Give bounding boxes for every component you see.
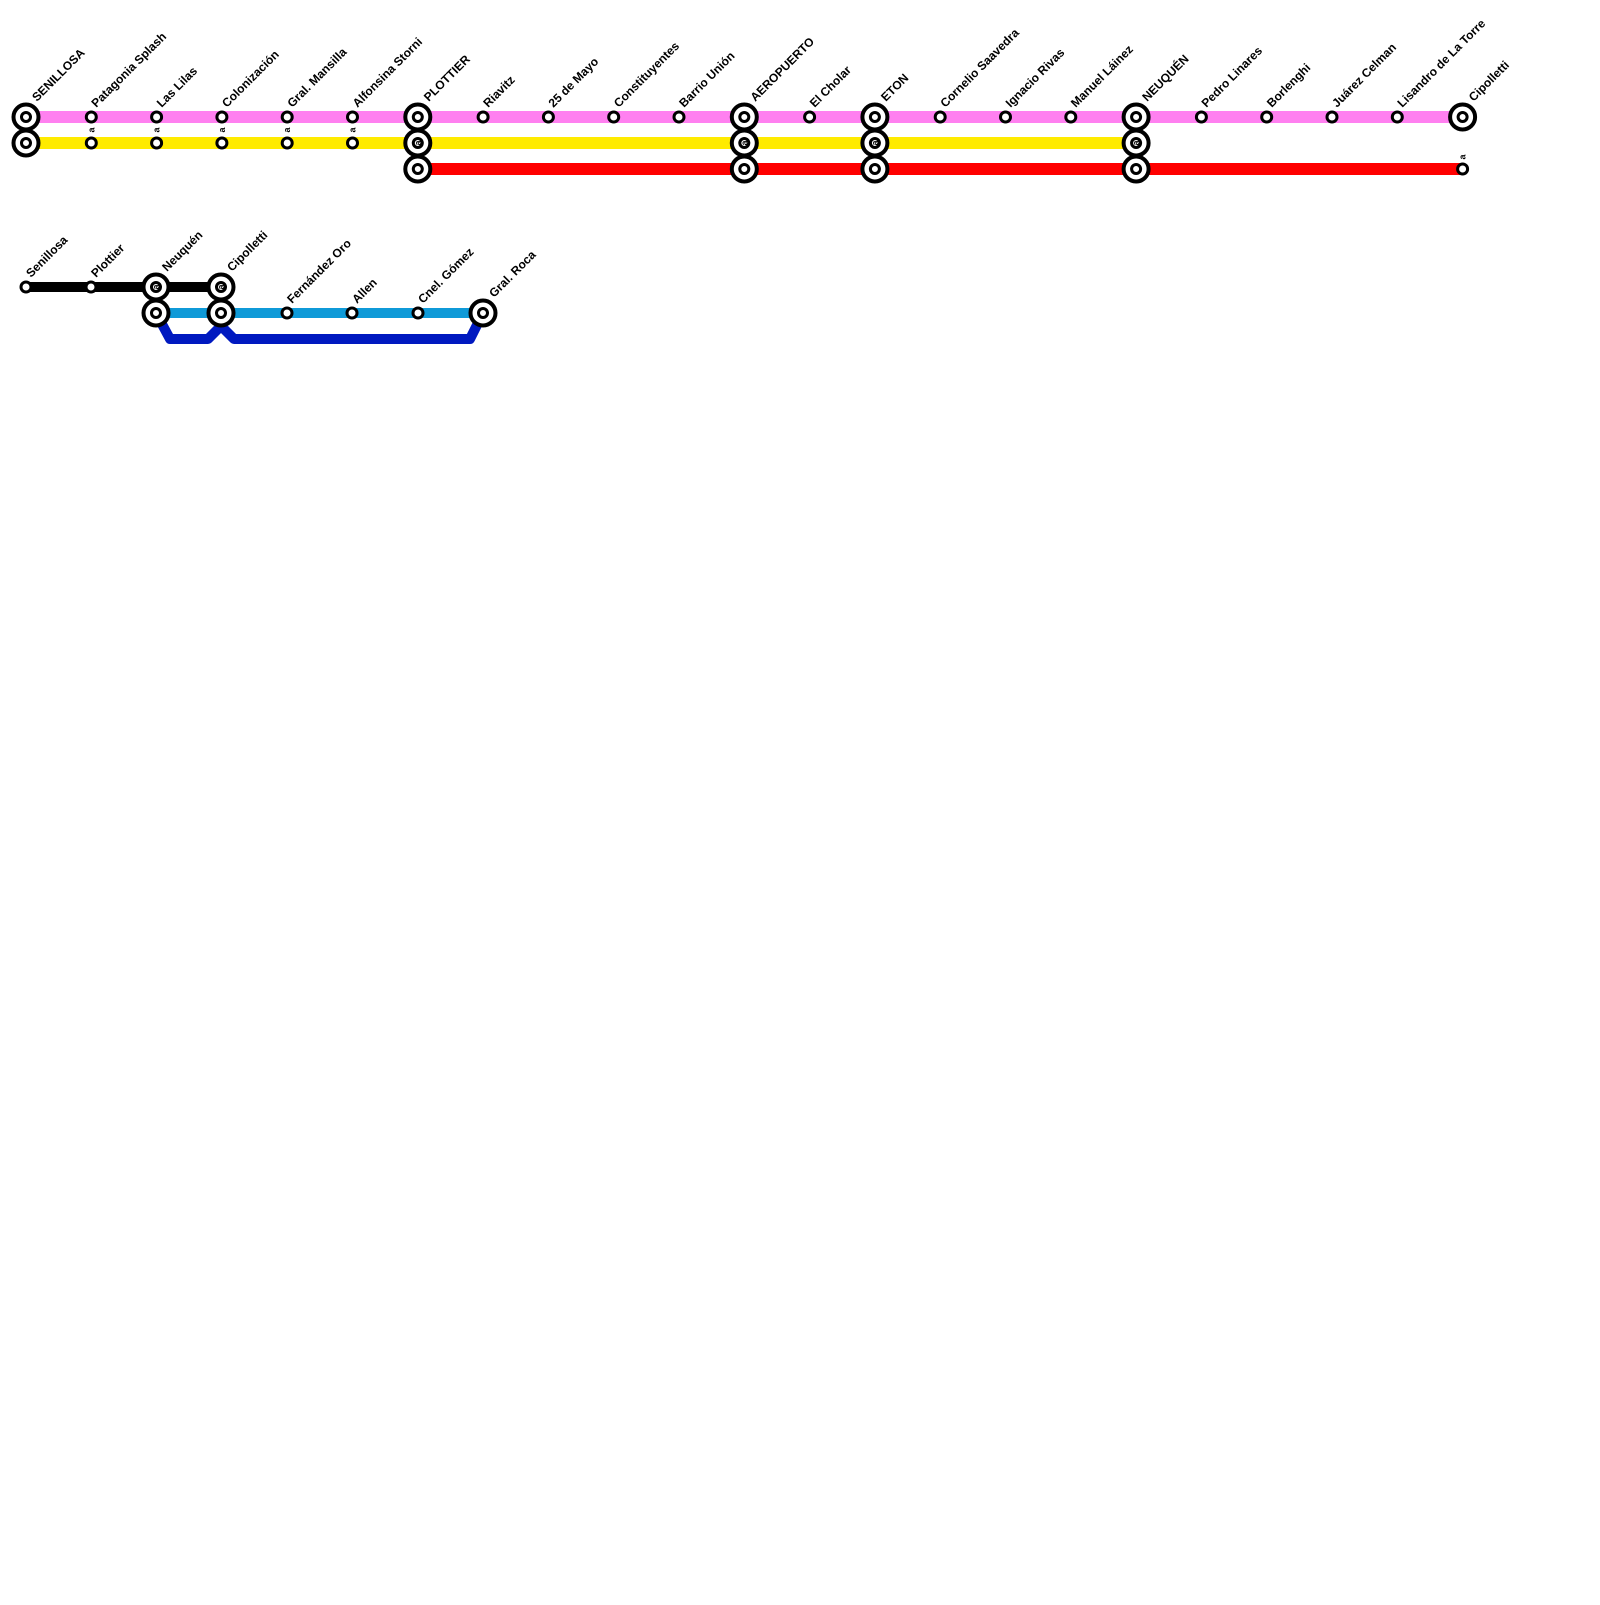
station-label: Manuel Láinez [1068,42,1136,110]
interchange-core [215,281,227,293]
station-note: a [217,127,227,133]
interchange-core [20,111,32,123]
station-note: a [348,127,358,133]
interchange-core [215,307,227,319]
station-label: PLOTTIER [421,52,473,104]
interchange-core [738,111,751,123]
station-marker [541,110,555,124]
interchange-core [868,137,881,149]
station-label: Neuquén [159,228,205,274]
station-note: a [739,140,749,146]
station-label: Pedro Linares [1199,43,1266,110]
station-marker [346,136,359,150]
interchange-core [868,163,881,175]
interchange-core [411,163,424,175]
station-label: Barrio Unión [676,49,737,110]
interchange-core [1130,137,1143,149]
station-marker [476,110,490,124]
station-note: a [151,284,161,290]
station-marker [280,110,294,124]
station-label: Gral. Mansilla [284,45,349,110]
interchange-core [20,137,32,149]
station-label: El Cholar [807,63,854,110]
station-marker [346,110,359,124]
station-note: a [870,140,880,146]
station-label: AEROPUERTO [748,34,818,104]
station-marker [280,136,294,150]
station-marker [411,306,425,320]
station-marker [1260,110,1274,124]
station-label: ETON [878,71,911,104]
station-label: Cipolletti [224,228,270,274]
station-marker [933,110,947,124]
station-marker [84,110,98,124]
station-marker [1390,110,1404,124]
station-label: Borlenghi [1264,61,1313,110]
station-marker [215,136,229,150]
station-label: Senillosa [23,233,70,280]
station-marker [1194,110,1208,124]
station-marker [150,110,164,124]
station-label: NEUQUÉN [1139,51,1192,104]
station-marker [150,136,164,150]
station-label: Allen [349,275,380,306]
interchange-core [868,111,881,123]
interchange-core [411,137,424,149]
station-marker [280,306,294,320]
station-label: Plottier [88,241,127,280]
interchange-core [150,281,162,293]
station-marker [1456,162,1470,176]
station-label: Colonización [219,47,282,110]
interchange-core [477,307,489,319]
station-marker [84,280,98,294]
interchange-core [411,111,424,123]
station-label: Alfonsina Storni [350,35,425,110]
station-label: Ignacio Rivas [1003,45,1068,110]
station-note: a [152,127,162,133]
station-note: a [413,140,423,146]
interchange-core [1456,111,1469,123]
station-marker [215,110,229,124]
station-label: Las Lilas [154,64,200,110]
station-note: a [216,284,226,290]
station-label: Riavitz [480,73,517,110]
interchange-core [150,307,162,319]
station-note: a [1131,140,1141,146]
station-label: Cnel. Gómez [415,245,476,306]
interchange-core [1130,163,1143,175]
station-marker [1064,110,1078,124]
station-label: SENILLOSA [29,45,88,104]
station-note: a [282,127,292,133]
station-marker [672,110,686,124]
station-marker [803,110,817,124]
station-note: a [86,127,96,133]
station-marker [19,280,33,294]
station-note: a [1458,154,1468,160]
station-label: Cipolletti [1466,58,1512,104]
interchange-core [738,137,751,149]
station-label: Gral. Roca [486,248,539,301]
station-marker [84,136,98,150]
station-label: Constituyentes [611,39,682,110]
station-label: Fernández Oro [284,236,354,306]
interchange-core [1130,111,1143,123]
station-label: 25 de Mayo [546,54,602,110]
station-marker [345,306,359,320]
station-label: Juárez Celman [1329,40,1399,110]
interchange-core [738,163,751,175]
station-marker [1325,110,1339,124]
station-marker [607,110,621,124]
station-marker [999,110,1012,124]
